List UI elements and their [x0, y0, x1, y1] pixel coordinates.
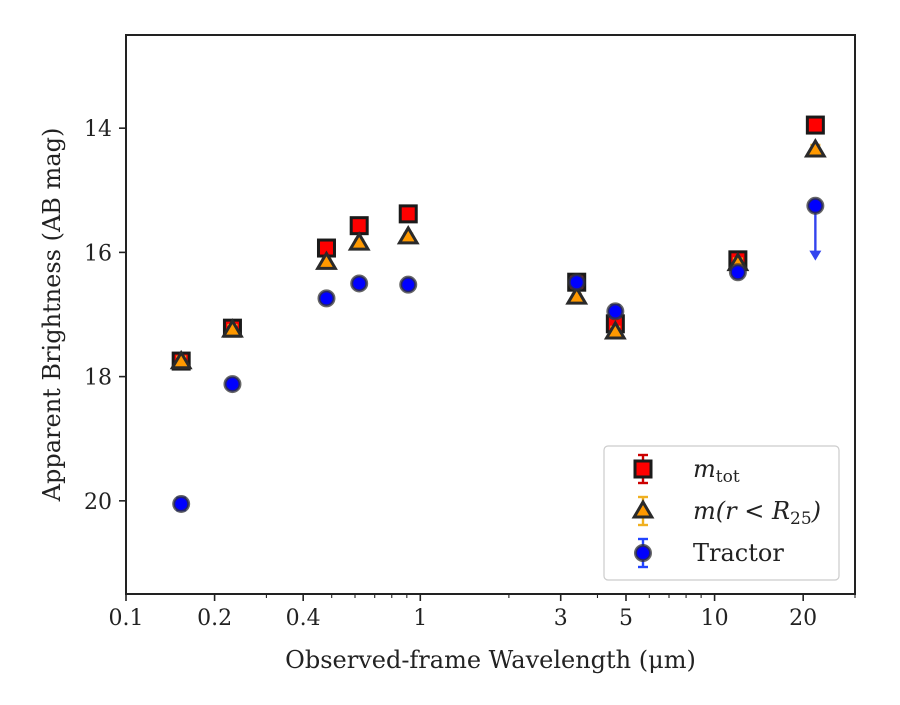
x-tick-label: 3 — [554, 606, 568, 631]
marker-square — [633, 459, 653, 479]
data-point — [399, 275, 418, 294]
series-circle — [172, 196, 825, 513]
legend-entries: mtot m(r < R25) Tractor — [631, 453, 821, 569]
legend-label: m(r < R25) — [693, 497, 821, 529]
marker-circle — [567, 273, 586, 292]
x-tick-label: 1 — [413, 606, 427, 631]
marker-circle — [223, 375, 242, 394]
data-point — [728, 263, 747, 282]
data-point — [398, 204, 418, 224]
data-point — [347, 231, 371, 251]
y-tick-label: 16 — [84, 241, 112, 266]
plot-frame — [125, 34, 856, 595]
x-tick-label: 10 — [701, 606, 729, 631]
marker-triangle — [169, 349, 193, 370]
marker-circle — [728, 263, 747, 282]
x-tick-label: 0.2 — [197, 606, 232, 631]
marker-circle — [317, 289, 336, 308]
data-point — [350, 274, 369, 293]
x-tick-label: 20 — [789, 606, 817, 631]
legend-label: mtot — [693, 455, 740, 487]
data-point — [317, 289, 336, 308]
marker-circle — [634, 544, 652, 562]
data-point — [567, 273, 586, 292]
marker-triangle — [315, 250, 338, 270]
data-point — [396, 224, 420, 245]
data-point — [803, 138, 827, 158]
marker-square — [805, 115, 825, 135]
x-tick-label: 0.1 — [109, 606, 144, 631]
marker-triangle — [347, 231, 371, 251]
legend-label: Tractor — [693, 539, 784, 567]
marker-circle — [172, 494, 191, 513]
data-point — [223, 375, 242, 394]
data-point — [606, 302, 625, 321]
data-point — [603, 320, 627, 340]
y-tick-label: 14 — [84, 117, 112, 142]
legend: mtot m(r < R25) Tractor — [603, 445, 840, 581]
data-point — [315, 250, 338, 270]
x-tick-label: 5 — [619, 606, 633, 631]
data-point — [221, 318, 244, 338]
legend-entry: mtot — [633, 453, 740, 487]
marker-triangle — [565, 285, 589, 305]
legend-box — [603, 445, 840, 581]
legend-entry: Tractor — [634, 537, 784, 569]
data-point — [805, 115, 825, 135]
marker-triangle — [603, 320, 627, 340]
y-tick-label: 20 — [84, 490, 112, 515]
marker-triangle — [803, 138, 827, 158]
marker-triangle — [221, 318, 244, 338]
data-point — [172, 494, 191, 513]
upper-limit-arrowhead — [809, 250, 822, 261]
y-tick-label: 18 — [84, 366, 112, 391]
marker-circle — [606, 302, 625, 321]
axis-ticks: 0.1 0.2 0.4 1 3 5 10 20 14 16 18 20 — [84, 117, 856, 631]
marker-triangle — [396, 224, 420, 245]
legend-entry: m(r < R25) — [631, 495, 821, 529]
marker-circle — [806, 196, 825, 215]
marker-circle — [350, 274, 369, 293]
x-axis-label: Observed-frame Wavelength (μm) — [285, 646, 696, 674]
data-point — [316, 238, 336, 258]
x-tick-label: 0.4 — [286, 606, 321, 631]
data-point — [169, 349, 193, 370]
series-square — [171, 115, 825, 371]
data-point — [565, 285, 589, 305]
series-triangle — [169, 138, 827, 370]
data-marks — [169, 115, 827, 513]
marker-circle — [399, 275, 418, 294]
y-axis-label: Apparent Brightness (AB mag) — [38, 128, 66, 503]
marker-triangle — [631, 499, 655, 519]
marker-square — [398, 204, 418, 224]
data-point — [806, 196, 825, 261]
